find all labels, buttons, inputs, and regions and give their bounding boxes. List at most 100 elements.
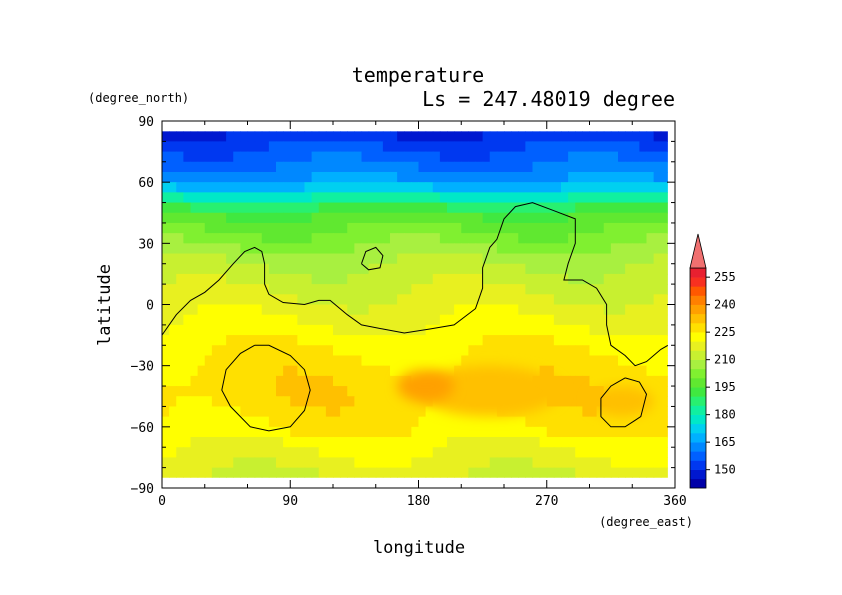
field-cell xyxy=(240,253,249,265)
field-cell xyxy=(340,375,348,387)
warm-zone xyxy=(589,386,654,417)
field-cell xyxy=(190,355,199,367)
field-cell xyxy=(439,437,448,448)
field-cell xyxy=(254,437,263,448)
field-cell xyxy=(632,243,640,255)
colorbar-label: 165 xyxy=(714,435,736,449)
field-cell xyxy=(425,253,434,265)
field-cell xyxy=(390,161,398,173)
field-cell xyxy=(511,447,519,459)
field-cell xyxy=(197,141,206,153)
field-cell xyxy=(390,263,398,275)
field-cell xyxy=(468,447,477,459)
field-cell xyxy=(375,273,384,285)
colorbar-swatch xyxy=(690,478,706,489)
field-cell xyxy=(425,202,434,214)
field-cell xyxy=(382,294,391,306)
field-cell xyxy=(390,386,398,397)
field-cell xyxy=(283,457,291,469)
field-cell xyxy=(646,314,655,326)
field-cell xyxy=(247,375,256,387)
field-cell xyxy=(568,202,576,214)
field-cell xyxy=(375,416,384,428)
field-cell xyxy=(290,222,298,234)
field-cell xyxy=(546,161,555,173)
field-cell xyxy=(211,233,220,244)
field-cell xyxy=(660,375,668,387)
field-cell xyxy=(404,222,412,234)
field-cell xyxy=(404,284,412,295)
field-cell xyxy=(247,396,256,408)
field-cell xyxy=(504,447,512,459)
field-cell xyxy=(575,294,583,306)
field-cell xyxy=(475,284,484,295)
field-cell xyxy=(589,141,598,153)
field-cell xyxy=(333,212,341,224)
field-cell xyxy=(461,233,469,244)
field-cell xyxy=(518,314,526,326)
field-cell xyxy=(169,324,177,336)
field-cell xyxy=(475,182,484,193)
field-cell xyxy=(283,294,291,306)
field-cell xyxy=(162,253,170,265)
field-cell xyxy=(418,406,427,418)
field-cell xyxy=(190,437,199,448)
field-cell xyxy=(197,212,206,224)
field-cell xyxy=(561,365,569,377)
field-cell xyxy=(176,171,184,183)
field-cell xyxy=(240,233,249,244)
field-cell xyxy=(575,375,583,387)
field-cell xyxy=(247,324,256,336)
field-cell xyxy=(447,294,455,306)
field-cell xyxy=(425,212,434,224)
field-cell xyxy=(618,457,626,469)
field-cell xyxy=(461,416,469,428)
field-cell xyxy=(561,273,569,285)
field-cell xyxy=(318,447,327,459)
field-cell xyxy=(418,233,427,244)
field-cell xyxy=(162,437,170,448)
field-cell xyxy=(240,335,249,346)
field-cell xyxy=(162,273,170,285)
field-cell xyxy=(425,263,434,275)
field-cell xyxy=(333,467,341,478)
field-cell xyxy=(404,192,412,204)
field-cell xyxy=(183,243,192,255)
field-cell xyxy=(276,324,284,336)
field-cell xyxy=(625,222,633,234)
field-cell xyxy=(219,355,227,367)
field-cell xyxy=(162,457,170,469)
field-cell xyxy=(325,426,334,438)
field-cell xyxy=(660,263,668,275)
field-cell xyxy=(603,222,612,234)
field-cell xyxy=(653,253,662,265)
field-cell xyxy=(582,386,591,397)
field-cell xyxy=(247,233,256,244)
field-cell xyxy=(425,294,434,306)
field-cell xyxy=(568,141,576,153)
field-cell xyxy=(475,171,484,183)
field-cell xyxy=(204,416,213,428)
field-cell xyxy=(610,375,619,387)
field-cell xyxy=(489,273,498,285)
field-cell xyxy=(546,324,555,336)
field-cell xyxy=(304,386,313,397)
field-cell xyxy=(354,304,363,316)
field-cell xyxy=(325,416,334,428)
chart-title: temperature xyxy=(352,63,484,87)
field-cell xyxy=(276,457,284,469)
colorbar-swatch xyxy=(690,423,706,434)
field-cell xyxy=(204,202,213,214)
field-cell xyxy=(190,192,199,204)
field-cell xyxy=(226,457,234,469)
field-cell xyxy=(439,324,448,336)
field-cell xyxy=(461,304,469,316)
field-cell xyxy=(454,141,462,153)
field-cell xyxy=(375,406,384,418)
field-cell xyxy=(582,335,591,346)
field-cell xyxy=(297,447,306,459)
field-cell xyxy=(268,406,277,418)
field-cell xyxy=(204,426,213,438)
field-cell xyxy=(361,151,370,163)
field-cell xyxy=(496,212,505,224)
